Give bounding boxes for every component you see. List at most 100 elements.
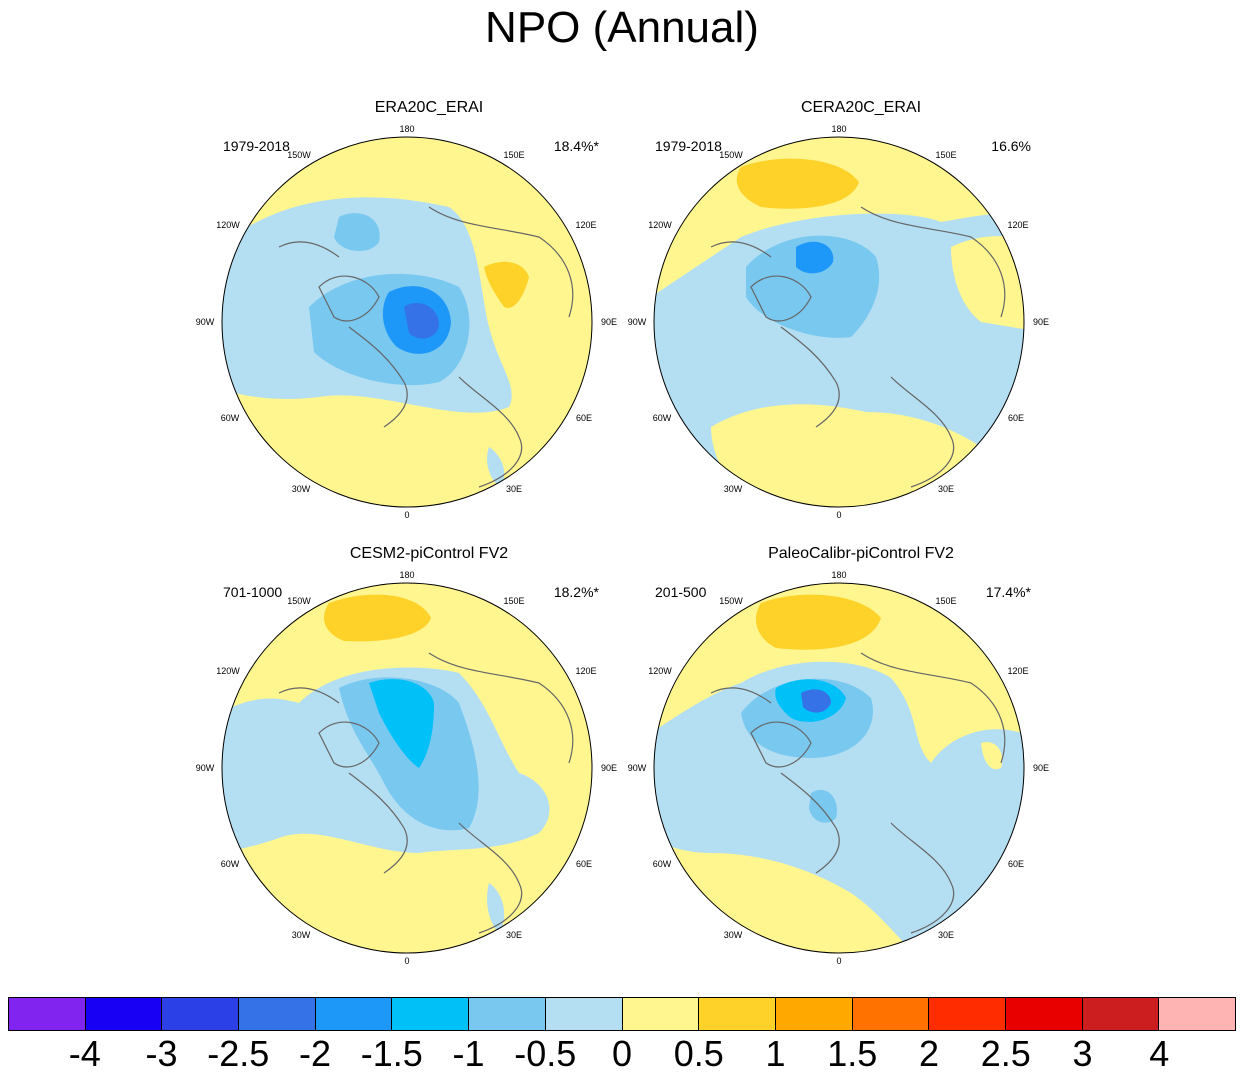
lon-label: 60E	[1007, 859, 1025, 869]
lon-label: 0	[836, 510, 842, 520]
lon-label: 90W	[195, 763, 215, 773]
lon-label: 30E	[505, 484, 523, 494]
colorbar-box	[85, 998, 163, 1030]
colorbar-box	[545, 998, 623, 1030]
lon-label: 120W	[648, 220, 672, 230]
map-panel-paleocalibr: PaleoCalibr-piControl FV2 201-500 17.4%*…	[628, 545, 1071, 993]
panel-period: 1979-2018	[223, 138, 290, 154]
colorbar-box	[239, 998, 316, 1030]
colorbar-label: 0.5	[673, 1033, 724, 1074]
panel-title: PaleoCalibr-piControl FV2	[768, 545, 954, 562]
lon-label: 60W	[652, 413, 672, 423]
panel-title: CERA20C_ERAI	[800, 99, 922, 116]
lon-label: 150E	[503, 596, 525, 606]
lon-label: 90E	[600, 317, 618, 327]
polar-map	[221, 136, 593, 508]
panel-title: CESM2-piControl FV2	[349, 545, 509, 562]
colorbar-box	[315, 998, 393, 1030]
lon-label: 60E	[575, 859, 593, 869]
lon-label: 0	[404, 956, 410, 966]
colorbar-box	[622, 998, 700, 1030]
colorbar-label: -3	[145, 1033, 178, 1074]
colorbar-label: -1.5	[360, 1033, 423, 1074]
lon-label: 120W	[648, 666, 672, 676]
colorbar-box	[852, 998, 930, 1030]
lon-label: 150W	[719, 596, 743, 606]
lon-label: 30W	[723, 930, 743, 940]
lon-label: 150W	[287, 150, 311, 160]
panel-variance: 18.4%*	[553, 138, 599, 154]
colorbar-label: -1	[452, 1033, 485, 1074]
lon-label: 30E	[937, 484, 955, 494]
figure-title: NPO (Annual)	[485, 3, 759, 52]
colorbar-label: -4	[68, 1033, 101, 1074]
lon-label: 150W	[719, 150, 743, 160]
map-panel-cesm2: CESM2-piControl FV2 701-1000 18.2%* 180 …	[196, 545, 639, 993]
map-panel-era20c: ERA20C_ERAI 1979-2018 18.4%* 180 150E 12…	[196, 99, 639, 547]
colorbar-box	[162, 998, 240, 1030]
lon-label: 90W	[627, 763, 647, 773]
lon-label: 120W	[216, 666, 240, 676]
panel-period: 701-1000	[223, 584, 283, 600]
lon-label: 90W	[195, 317, 215, 327]
lon-label: 150E	[935, 596, 957, 606]
lon-label: 120E	[1007, 220, 1029, 230]
colorbar-label: 4	[1149, 1033, 1170, 1074]
lon-label: 120E	[1007, 666, 1029, 676]
colorbar-label: -2	[298, 1033, 332, 1074]
colorbar-label: -2.5	[207, 1033, 270, 1074]
panel-variance: 18.2%*	[553, 584, 599, 600]
lon-label: 90E	[600, 763, 618, 773]
colorbar-label: -0.5	[514, 1033, 577, 1074]
map-panel-cera20c: CERA20C_ERAI 1979-2018 16.6% 180 150E 12…	[628, 99, 1071, 547]
colorbar-label: 3	[1072, 1033, 1093, 1074]
colorbar-box	[929, 998, 1006, 1030]
lon-label: 180	[831, 124, 847, 134]
panel-variance: 16.6%	[991, 138, 1031, 154]
lon-label: 0	[836, 956, 842, 966]
lon-label: 60W	[220, 859, 240, 869]
lon-label: 60E	[575, 413, 593, 423]
lon-label: 30E	[505, 930, 523, 940]
lon-label: 90W	[627, 317, 647, 327]
lon-label: 150W	[287, 596, 311, 606]
polar-map	[653, 136, 1025, 508]
panel-title: ERA20C_ERAI	[374, 99, 484, 116]
lon-label: 90E	[1032, 317, 1050, 327]
colorbar-box	[1005, 998, 1083, 1030]
colorbar-label: 2	[918, 1033, 940, 1074]
colorbar-box	[1082, 998, 1160, 1030]
lon-label: 30W	[291, 930, 311, 940]
lon-label: 150E	[503, 150, 525, 160]
lon-label: 30E	[937, 930, 955, 940]
lon-label: 30W	[291, 484, 311, 494]
colorbar-label: 1.5	[827, 1033, 878, 1074]
colorbar-box	[699, 998, 776, 1030]
colorbar-box	[469, 998, 546, 1030]
colorbar-label: 2.5	[980, 1033, 1031, 1074]
lon-label: 90E	[1032, 763, 1050, 773]
colorbar-label: 0	[611, 1033, 633, 1074]
colorbar	[8, 997, 1236, 1031]
panel-period: 1979-2018	[655, 138, 722, 154]
lon-label: 180	[399, 124, 415, 134]
lon-label: 30W	[723, 484, 743, 494]
colorbar-box	[392, 998, 470, 1030]
lon-label: 120E	[575, 220, 597, 230]
lon-label: 120W	[216, 220, 240, 230]
colorbar-label: 1	[765, 1033, 786, 1074]
polar-map	[221, 582, 593, 954]
lon-label: 60E	[1007, 413, 1025, 423]
colorbar-box	[9, 998, 86, 1030]
lon-label: 120E	[575, 666, 597, 676]
lon-label: 150E	[935, 150, 957, 160]
colorbar-box	[775, 998, 853, 1030]
lon-label: 180	[399, 570, 415, 580]
colorbar-box	[1159, 998, 1235, 1030]
lon-label: 0	[404, 510, 410, 520]
polar-map	[653, 582, 1025, 954]
panel-period: 201-500	[655, 584, 707, 600]
panel-variance: 17.4%*	[985, 584, 1031, 600]
lon-label: 60W	[220, 413, 240, 423]
lon-label: 60W	[652, 859, 672, 869]
